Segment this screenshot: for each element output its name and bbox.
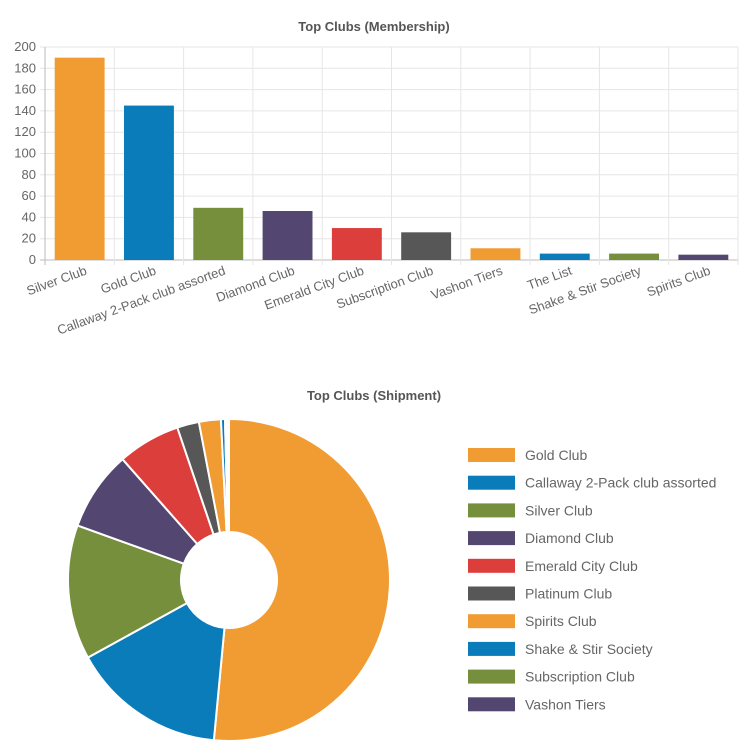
membership-bars: [54, 57, 729, 261]
legend-swatch: [468, 503, 515, 518]
shipment-legend: Gold Club Callaway 2-Pack club assorted Si…: [468, 447, 716, 712]
y-tick-label: 40: [22, 209, 36, 224]
x-tick-label: Vashon Tiers: [429, 263, 505, 303]
x-tick-label: Spirits Club: [645, 263, 713, 300]
y-tick-label: 60: [22, 188, 36, 203]
legend-label: Subscription Club: [525, 669, 635, 685]
y-tick-label: 100: [14, 146, 36, 161]
bar: [124, 105, 174, 260]
legend-label: Silver Club: [525, 502, 593, 518]
legend-swatch: [468, 586, 515, 601]
legend-swatch: [468, 475, 515, 490]
donut-slice: [225, 417, 230, 534]
y-tick-label: 160: [14, 82, 36, 97]
membership-chart-title: Top Clubs (Membership): [298, 19, 449, 34]
bar: [331, 228, 382, 260]
legend-label: Callaway 2-Pack club assorted: [525, 475, 716, 491]
donut-slice: [86, 601, 226, 742]
y-tick-label: 140: [14, 103, 36, 118]
legend-swatch: [468, 558, 515, 573]
legend-label: Platinum Club: [525, 586, 612, 602]
y-tick-label: 180: [14, 60, 36, 75]
x-tick-label: Silver Club: [24, 263, 88, 299]
legend-swatch: [468, 697, 515, 712]
donut-slice: [67, 524, 189, 659]
legend-label: Diamond Club: [525, 530, 614, 546]
y-tick-label: 80: [22, 167, 36, 182]
legend-swatch: [468, 531, 515, 546]
legend-label: Emerald City Club: [525, 558, 638, 574]
legend-swatch: [468, 448, 515, 462]
bar: [262, 211, 313, 260]
bar: [539, 253, 590, 260]
y-tick-label: 200: [14, 39, 36, 54]
legend-label: Vashon Tiers: [525, 696, 606, 712]
shipment-donut-chart: Top Clubs (Shipment) Gold Club Callaway 2…: [67, 388, 716, 742]
y-tick-label: 0: [29, 252, 36, 267]
legend-swatch: [468, 614, 515, 629]
shipment-chart-title: Top Clubs (Shipment): [307, 388, 441, 403]
legend-label: Spirits Club: [525, 613, 597, 629]
legend-label: Gold Club: [525, 447, 587, 463]
bar: [401, 232, 452, 260]
membership-bar-chart: Top Clubs (Membership) 20018016014012010…: [14, 19, 739, 338]
shipment-slices: [67, 417, 391, 742]
bar: [54, 57, 105, 261]
donut-slice: [212, 417, 391, 742]
bar: [470, 248, 521, 260]
legend-swatch: [468, 641, 515, 656]
legend-swatch: [468, 669, 515, 684]
bar: [609, 253, 659, 260]
y-tick-label: 20: [22, 231, 36, 246]
y-tick-label: 120: [14, 124, 36, 139]
bar: [678, 254, 729, 260]
bar: [193, 207, 244, 260]
legend-label: Shake & Stir Society: [525, 641, 653, 657]
